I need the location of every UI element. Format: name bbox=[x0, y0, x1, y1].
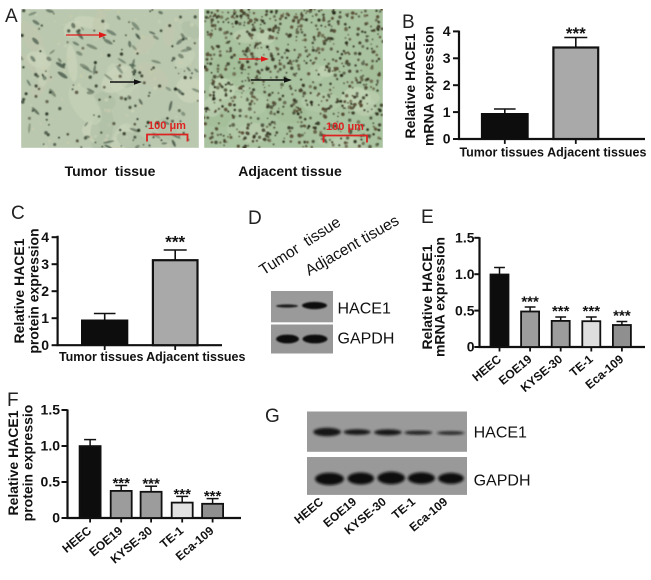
svg-text:F: F bbox=[7, 390, 19, 411]
svg-text:E: E bbox=[421, 207, 434, 228]
svg-text:A: A bbox=[5, 6, 18, 27]
svg-text:***: *** bbox=[142, 476, 160, 493]
svg-text:Relative HACE1: Relative HACE1 bbox=[419, 244, 435, 349]
svg-text:***: *** bbox=[173, 486, 191, 503]
svg-text:1.5: 1.5 bbox=[455, 230, 475, 246]
svg-text:2: 2 bbox=[41, 283, 49, 299]
svg-text:***: *** bbox=[613, 308, 631, 325]
svg-text:***: *** bbox=[165, 233, 185, 252]
svg-text:1.0: 1.0 bbox=[41, 438, 61, 454]
svg-text:***: *** bbox=[204, 488, 222, 505]
svg-text:***: *** bbox=[112, 475, 130, 492]
svg-text:0.5: 0.5 bbox=[455, 302, 475, 318]
svg-text:HACE1: HACE1 bbox=[474, 425, 527, 442]
svg-text:Adjacent tissues: Adjacent tissues bbox=[547, 146, 646, 160]
svg-text:Tumor tissue: Tumor tissue bbox=[65, 163, 156, 179]
svg-text:1.5: 1.5 bbox=[41, 402, 61, 418]
svg-text:1: 1 bbox=[41, 310, 49, 326]
svg-text:HACE1: HACE1 bbox=[338, 301, 391, 318]
svg-text:100 μm: 100 μm bbox=[326, 121, 364, 133]
svg-text:1: 1 bbox=[443, 104, 451, 120]
svg-text:D: D bbox=[248, 208, 262, 229]
svg-text:C: C bbox=[11, 203, 25, 224]
svg-text:mRNA expression: mRNA expression bbox=[432, 237, 448, 357]
svg-text:Relative HACE1: Relative HACE1 bbox=[402, 33, 418, 138]
svg-text:B: B bbox=[402, 12, 415, 33]
svg-text:Relative HACE1: Relative HACE1 bbox=[5, 410, 21, 515]
svg-text:Tumor tissues: Tumor tissues bbox=[459, 146, 544, 160]
svg-text:***: *** bbox=[521, 294, 539, 311]
svg-text:0: 0 bbox=[467, 339, 475, 355]
svg-text:GAPDH: GAPDH bbox=[474, 473, 531, 490]
svg-text:Adjacent tissues: Adjacent tissues bbox=[146, 350, 245, 364]
svg-text:4: 4 bbox=[41, 229, 49, 245]
svg-text:2: 2 bbox=[443, 77, 451, 93]
svg-text:mRNA expression: mRNA expression bbox=[420, 26, 436, 146]
svg-text:Adjacent tissue: Adjacent tissue bbox=[238, 163, 342, 179]
svg-text:0: 0 bbox=[41, 337, 49, 353]
svg-text:100 μm: 100 μm bbox=[148, 120, 186, 132]
svg-text:0: 0 bbox=[52, 510, 60, 526]
svg-text:***: *** bbox=[566, 24, 586, 43]
svg-text:GAPDH: GAPDH bbox=[338, 331, 395, 348]
svg-text:1.0: 1.0 bbox=[455, 266, 475, 282]
svg-text:***: *** bbox=[552, 303, 570, 320]
svg-text:G: G bbox=[265, 406, 280, 427]
svg-text:4: 4 bbox=[443, 23, 451, 39]
svg-text:0.5: 0.5 bbox=[41, 474, 61, 490]
svg-text:3: 3 bbox=[41, 256, 49, 272]
svg-text:***: *** bbox=[583, 303, 601, 320]
svg-text:protein expressio: protein expressio bbox=[20, 405, 36, 522]
svg-text:Relative HACE1: Relative HACE1 bbox=[11, 238, 27, 343]
svg-text:0: 0 bbox=[443, 131, 451, 147]
svg-text:3: 3 bbox=[443, 50, 451, 66]
svg-text:protein expression: protein expression bbox=[26, 228, 42, 353]
svg-text:Tumor tissues: Tumor tissues bbox=[59, 350, 144, 364]
